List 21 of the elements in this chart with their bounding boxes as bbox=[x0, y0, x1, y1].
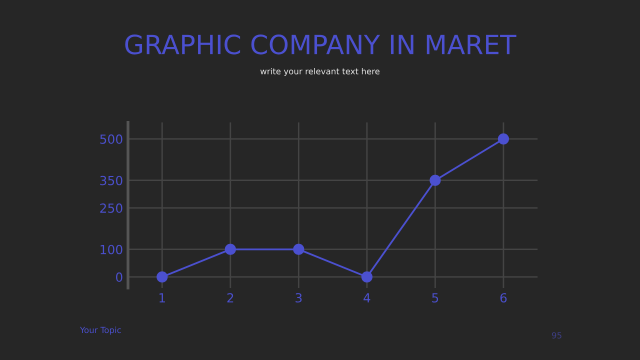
y-tick-label: 0 bbox=[116, 272, 122, 282]
y-tick-label: 500 bbox=[100, 134, 122, 144]
point bbox=[224, 244, 236, 255]
text: 95 bbox=[552, 332, 562, 339]
y-tick-label: 250 bbox=[100, 203, 122, 213]
point bbox=[293, 244, 304, 255]
x-tick-label: 4 bbox=[364, 293, 370, 302]
chart-title: GRAPHIC COMPANY IN MARET bbox=[125, 34, 516, 54]
x-tick-label: 3 bbox=[296, 293, 302, 303]
point bbox=[361, 271, 372, 283]
point bbox=[430, 174, 441, 186]
point bbox=[156, 271, 168, 283]
x-tick-label: 6 bbox=[500, 293, 507, 303]
x-tick-label: 1 bbox=[160, 293, 165, 302]
y-tick-label: 350 bbox=[100, 176, 122, 186]
point bbox=[498, 133, 510, 145]
x-tick-label: 5 bbox=[432, 293, 438, 303]
text: Your Topic bbox=[80, 326, 121, 335]
x-tick-label: 2 bbox=[227, 293, 234, 302]
y-tick-label: 100 bbox=[100, 244, 122, 254]
chart-subtitle: write your relevant text here bbox=[260, 68, 380, 76]
